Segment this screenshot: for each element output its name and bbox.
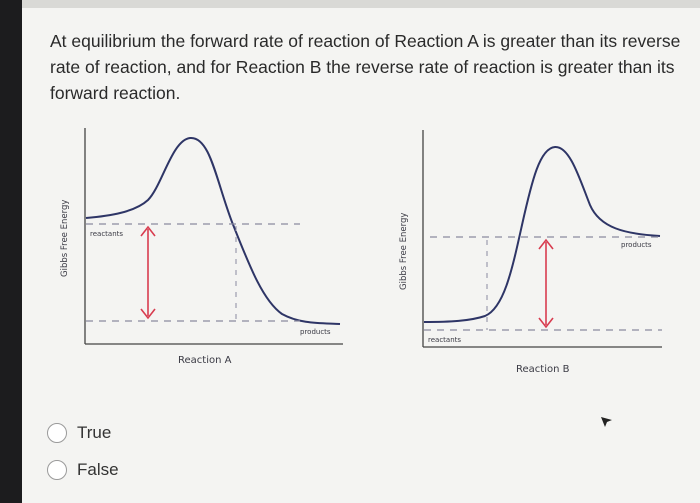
card-header-strip [22,0,700,8]
diagram-b-end-label: products [621,241,652,249]
diagram-reaction-a: reactants products Reaction A Gibbs Free… [60,128,343,366]
diagram-b-x-label: Reaction B [516,364,570,375]
option-false-label: False [77,460,119,479]
diagram-a-end-label: products [300,328,331,336]
question-text: At equilibrium the forward rate of react… [50,31,681,103]
option-true-label: True [77,423,112,442]
diagram-b-y-label: Gibbs Free Energy [399,213,409,290]
radio-true[interactable] [47,423,67,443]
diagram-b-energy-arrow [538,238,554,329]
answer-options: True False [47,418,119,492]
diagram-a-energy-curve [85,136,341,325]
diagram-a-x-label: Reaction A [178,355,232,366]
diagram-a-start-label: reactants [90,230,123,238]
question-card [22,0,700,503]
diagram-a-y-label: Gibbs Free Energy [60,200,70,277]
diagram-reaction-b: reactants products Reaction B Gibbs Free… [399,130,662,375]
diagram-b-start-label: reactants [428,336,461,344]
option-true[interactable]: True [47,418,119,448]
mouse-pointer-icon [601,417,612,427]
option-false[interactable]: False [47,455,119,485]
diagram-a-energy-arrow [140,225,156,320]
radio-false[interactable] [47,460,67,480]
diagram-b-energy-curve [423,145,661,323]
